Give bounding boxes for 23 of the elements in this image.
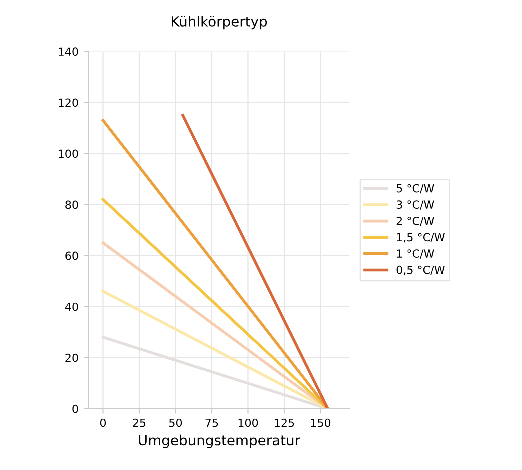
x-tick-label: 150 <box>311 418 331 428</box>
legend-label: 1,5 °C/W <box>397 233 445 243</box>
x-axis-title: Umgebungstemperatur <box>139 434 301 448</box>
x-tick-label: 100 <box>238 418 258 428</box>
x-tick-label: 0 <box>100 418 106 428</box>
y-tick-label: 0 <box>72 404 78 414</box>
y-tick-label: 20 <box>66 354 78 362</box>
y-tick-label: 80 <box>66 200 78 210</box>
legend-label: 0,5 °C/W <box>396 266 445 276</box>
y-tick-label: 40 <box>65 302 78 312</box>
x-tick-label: 125 <box>275 418 294 428</box>
x-tick-label: 50 <box>170 418 182 428</box>
legend-label: 3 °C/W <box>396 200 434 210</box>
legend-label: 1 °C/W <box>397 250 434 259</box>
y-tick-label: 100 <box>59 150 78 158</box>
legend-label: 2 °C/W <box>396 216 434 226</box>
x-tick-label: 25 <box>133 418 146 428</box>
y-tick-label: 60 <box>66 252 78 260</box>
x-tick-label: 75 <box>206 418 218 428</box>
legend-label: 5 °C/W <box>396 184 434 194</box>
y-tick-label: 120 <box>59 98 78 108</box>
y-tick-label: 140 <box>59 48 78 56</box>
chart-title: Kühlkörpertyp <box>172 16 268 30</box>
